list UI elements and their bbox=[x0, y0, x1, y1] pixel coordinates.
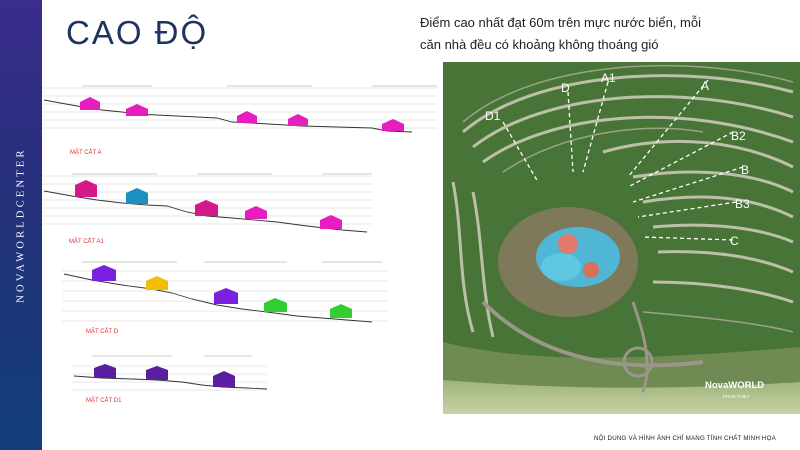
house-icon bbox=[382, 119, 404, 131]
line-label-b3: B3 bbox=[735, 197, 750, 211]
headline-line-1: Điểm cao nhất đạt 60m trên mực nước biển… bbox=[420, 15, 701, 30]
section-d-houses bbox=[92, 265, 352, 318]
line-label-d1: D1 bbox=[485, 109, 501, 123]
line-label-b2: B2 bbox=[731, 129, 746, 143]
house-icon bbox=[146, 276, 168, 290]
house-icon bbox=[126, 188, 148, 204]
house-icon bbox=[214, 288, 238, 304]
house-icon bbox=[80, 97, 100, 110]
house-icon bbox=[94, 364, 116, 378]
house-icon bbox=[195, 200, 218, 216]
section-a1-label: MẶT CẮT A1 bbox=[69, 237, 104, 245]
section-a: MẶT CẮT A bbox=[42, 85, 437, 156]
section-a-label: MẶT CẮT A bbox=[70, 148, 101, 156]
line-label-a: A bbox=[701, 79, 709, 93]
section-lines bbox=[502, 79, 744, 241]
disclaimer-note: NỘI DUNG VÀ HÌNH ẢNH CHỈ MANG TÍNH CHẤT … bbox=[594, 435, 776, 442]
house-icon bbox=[264, 298, 287, 312]
logo-subtext: PHAN THIET bbox=[723, 394, 750, 399]
house-icon bbox=[330, 304, 352, 318]
section-d1-houses bbox=[94, 364, 235, 387]
house-icon bbox=[126, 104, 148, 116]
house-icon bbox=[146, 366, 168, 380]
house-icon bbox=[288, 114, 308, 126]
brand-vertical-text: NOVAWORLDCENTER bbox=[15, 147, 27, 303]
headline: Điểm cao nhất đạt 60m trên mực nước biển… bbox=[420, 12, 790, 56]
house-icon bbox=[213, 371, 235, 387]
section-d-label: MẶT CẮT D bbox=[86, 327, 119, 335]
line-label-c: C bbox=[730, 234, 739, 248]
cross-sections: MẶT CẮT A MẶT CẮT A1 bbox=[42, 85, 437, 404]
section-d1-label: MẶT CẮT D1 bbox=[86, 396, 122, 404]
section-d: MẶT CẮT D bbox=[62, 261, 387, 335]
line-label-d: D bbox=[561, 81, 570, 95]
line-label-b: B bbox=[741, 163, 749, 177]
section-d1: MẶT CẮT D1 bbox=[72, 355, 268, 404]
section-a-houses bbox=[80, 97, 404, 131]
section-a1: MẶT CẮT A1 bbox=[42, 173, 372, 245]
section-line-labels: D1 D A1 A B2 B B3 C bbox=[485, 71, 750, 248]
house-icon bbox=[237, 111, 257, 123]
house-icon bbox=[92, 265, 116, 281]
page-title: CAO ĐỘ bbox=[66, 14, 209, 51]
logo-text: NovaWORLD bbox=[705, 380, 764, 391]
house-icon bbox=[245, 206, 267, 219]
aerial-site-map: D1 D A1 A B2 B B3 C NovaWORLD PHAN THIET bbox=[443, 62, 800, 414]
headline-line-2: căn nhà đều có khoảng không thoáng gió bbox=[420, 37, 659, 52]
house-icon bbox=[320, 215, 342, 229]
sidebar: NOVAWORLDCENTER bbox=[0, 0, 42, 450]
line-label-a1: A1 bbox=[601, 71, 616, 85]
house-icon bbox=[75, 180, 97, 197]
section-a1-houses bbox=[75, 180, 342, 229]
novaworld-logo: NovaWORLD PHAN THIET bbox=[705, 380, 764, 399]
